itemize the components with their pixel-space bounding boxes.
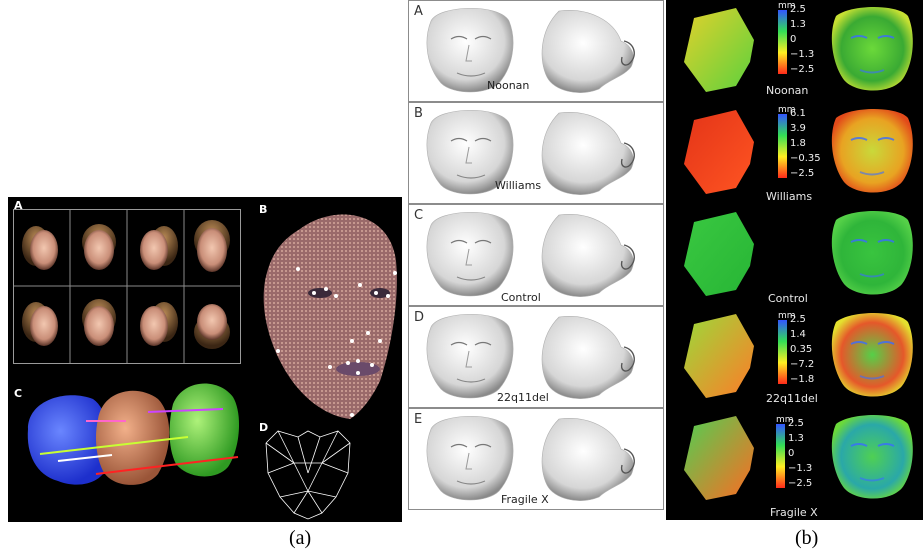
gray-faces [426, 109, 635, 195]
caption-a: (a) [289, 527, 312, 549]
scale-tick-label: −2.5 [790, 64, 815, 75]
gray-row-label: Williams [495, 179, 542, 192]
scale-tick-label: −7.2 [790, 359, 815, 370]
color-scale-bar [776, 424, 785, 488]
scale-unit-label: mm [778, 1, 796, 11]
face-mesh-landmarks [263, 214, 397, 419]
gray-row-label: Noonan [487, 79, 530, 92]
deviation-maps [684, 313, 913, 398]
scale-tick-label: 0 [788, 448, 795, 459]
photo-6 [82, 299, 116, 346]
gray-faces [426, 415, 635, 501]
photo-8 [194, 304, 230, 349]
subpanel-d-label: D [259, 421, 269, 434]
gray-row-label: Control [501, 291, 541, 304]
face-photo-grid [13, 209, 241, 364]
photo-1 [22, 226, 58, 270]
scale-tick-label: 0.35 [790, 344, 813, 355]
deviation-maps [684, 7, 913, 92]
scale-tick-label: −1.8 [790, 374, 815, 385]
landmark-wireframe [265, 430, 351, 520]
color-scale-bar [778, 320, 787, 384]
subpanel-b-label: B [259, 203, 268, 216]
gray-face-row-a: A Noonan [408, 0, 664, 102]
panel-b-figure: A Noonan Noonan mm 2.5 1.3 0 −1.3 −2.5 [408, 0, 923, 520]
scale-tick-label: 0 [790, 34, 797, 45]
row-letter: C [414, 208, 424, 223]
color-row-label: Fragile X [770, 506, 818, 519]
gray-face-row-d: D 22q11del [408, 306, 664, 408]
color-row-label: Williams [766, 190, 813, 203]
scale-unit-label: mm [778, 311, 796, 321]
scale-tick-label: 3.9 [790, 123, 806, 134]
photo-4 [194, 220, 230, 272]
scale-tick-label: 2.5 [788, 418, 804, 429]
gray-row-label: 22q11del [497, 391, 549, 404]
photo-7 [140, 302, 178, 346]
scale-tick-label: −1.3 [790, 49, 815, 60]
caption-b: (b) [795, 527, 819, 549]
deviation-maps [684, 109, 913, 194]
color-map-row-b: Williams mm 6.1 3.9 1.8 −0.35 −2.5 [666, 102, 923, 204]
scale-tick-label: 2.5 [790, 4, 806, 15]
scale-tick-label: −1.3 [788, 463, 813, 474]
gray-faces [426, 211, 635, 297]
scale-tick-label: 1.3 [788, 433, 804, 444]
scale-tick-label: −0.35 [790, 153, 821, 164]
scale-unit-label: mm [776, 415, 794, 425]
scale-tick-label: −2.5 [790, 168, 815, 179]
gray-faces [426, 7, 635, 93]
scale-tick-label: 2.5 [790, 314, 806, 325]
gray-row-label: Fragile X [501, 493, 549, 506]
color-scale-bar [778, 114, 787, 178]
scale-unit-label: mm [778, 105, 796, 115]
scale-tick-label: −2.5 [788, 478, 813, 489]
color-map-row-d: 22q11del mm 2.5 1.4 0.35 −7.2 −1.8 [666, 306, 923, 408]
color-map-row-e: Fragile X mm 2.5 1.3 0 −1.3 −2.5 [666, 408, 923, 519]
color-map-row-c: Control [666, 204, 923, 306]
gray-face-row-e: E Fragile X [408, 408, 664, 510]
photo-3 [140, 226, 178, 270]
row-letter: B [414, 106, 423, 121]
superimposed-head-models [27, 383, 240, 485]
color-scale-bar [778, 10, 787, 74]
gray-face-row-c: C Control [408, 204, 664, 306]
deviation-maps [684, 211, 913, 296]
deviation-maps [684, 415, 913, 500]
color-row-label: Control [768, 292, 808, 305]
photo-2 [82, 224, 116, 270]
photo-5 [22, 302, 58, 346]
scale-tick-label: 6.1 [790, 108, 806, 119]
gray-faces [426, 313, 635, 399]
scale-tick-label: 1.4 [790, 329, 806, 340]
row-letter: D [414, 310, 425, 325]
face-photos [14, 210, 240, 363]
panel-a-figure: A B C D [8, 197, 402, 522]
color-row-label: 22q11del [766, 392, 818, 405]
scale-tick-label: 1.3 [790, 19, 806, 30]
row-letter: A [414, 4, 423, 19]
gray-face-row-b: B Williams [408, 102, 664, 204]
row-letter: E [414, 412, 423, 427]
subpanel-c-label: C [14, 387, 23, 400]
color-row-label: Noonan [766, 84, 809, 97]
scale-tick-label: 1.8 [790, 138, 806, 149]
color-map-row-a: Noonan mm 2.5 1.3 0 −1.3 −2.5 [666, 0, 923, 102]
subpanel-a-label: A [14, 199, 23, 212]
